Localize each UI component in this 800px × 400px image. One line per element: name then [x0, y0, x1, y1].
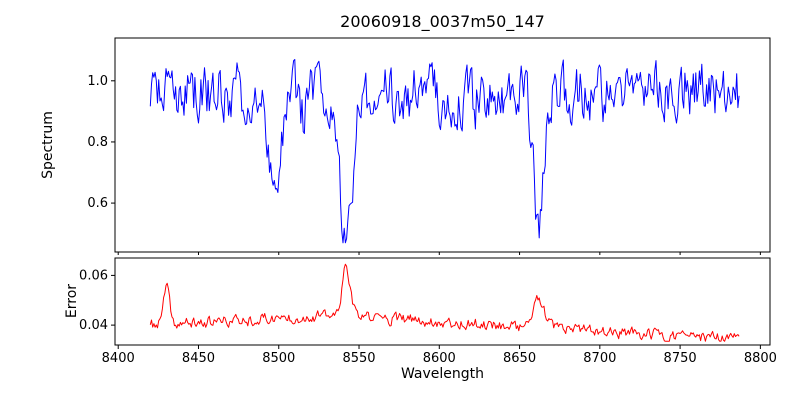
x-tick-label: 8450: [182, 351, 215, 366]
x-tick-label: 8400: [102, 351, 135, 366]
spectrum-y-tick-label: 0.8: [87, 135, 108, 150]
error-y-tick-label: 0.06: [79, 268, 108, 283]
spectrum-line: [149, 59, 740, 244]
x-tick-label: 8800: [744, 351, 777, 366]
error-y-tick-label: 0.04: [79, 318, 108, 333]
error-axes-frame: [114, 257, 771, 346]
x-tick-label: 8650: [503, 351, 536, 366]
error-line: [149, 263, 740, 342]
x-axis-label: Wavelength: [400, 366, 485, 382]
x-tick-label: 8500: [262, 351, 295, 366]
x-tick-label: 8600: [423, 351, 456, 366]
spectrum-axes-frame: [114, 37, 771, 253]
x-tick-label: 8750: [664, 351, 697, 366]
spectrum-y-tick-label: 0.6: [87, 196, 108, 211]
x-tick-label: 8700: [583, 351, 616, 366]
x-tick-label: 8550: [342, 351, 375, 366]
chart-title: 20060918_0037m50_147: [340, 12, 545, 31]
spectrum-y-tick-label: 1.0: [87, 74, 108, 89]
